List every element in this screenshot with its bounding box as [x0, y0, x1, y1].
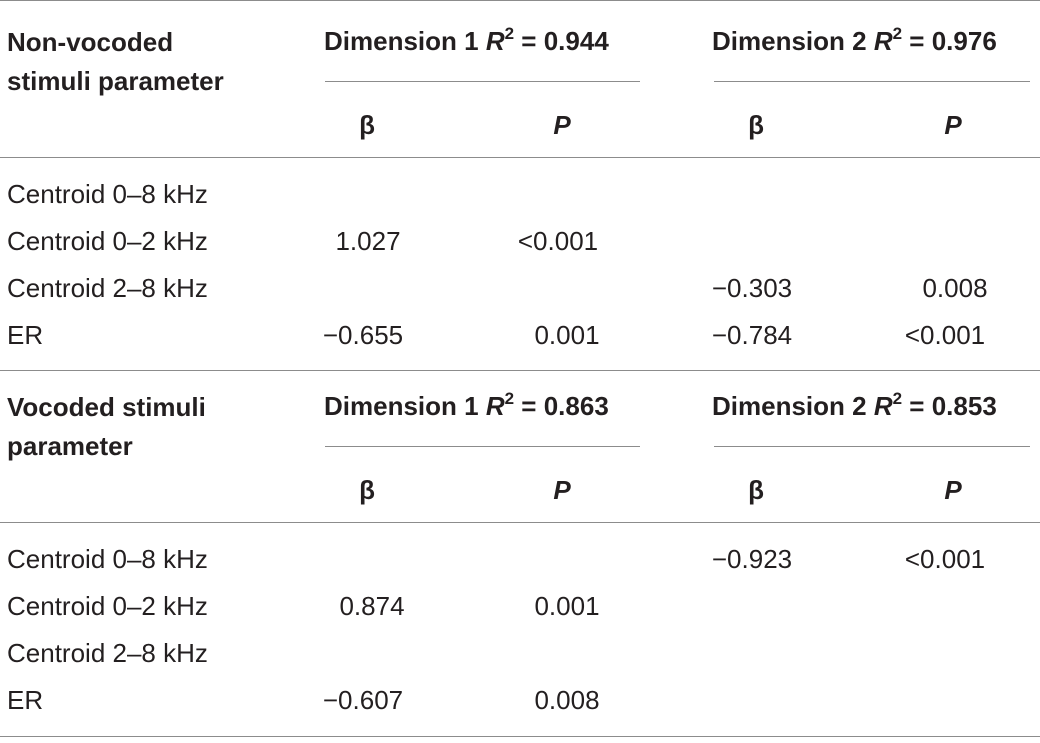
table-cell-d1-beta: −0.655	[322, 320, 404, 350]
section1-col-p-d1: P	[553, 110, 571, 140]
section-divider	[0, 370, 1040, 371]
table-row-label: Centroid 0–2 kHz	[7, 591, 208, 621]
section1-dim2-underline	[714, 81, 1030, 82]
table-row-label: Centroid 2–8 kHz	[7, 273, 208, 303]
section2-col-beta-d2: β	[748, 475, 764, 505]
section2-col-p-d1: P	[553, 475, 571, 505]
table-cell-d1-beta: −0.607	[322, 685, 404, 715]
section1-dim1-header: Dimension 1 R2 = 0.944	[324, 24, 609, 56]
section2-param-label-line2: parameter	[7, 431, 133, 461]
section1-dim1-underline	[325, 81, 640, 82]
bottom-rule	[0, 736, 1040, 737]
section2-header-rule	[0, 522, 1040, 523]
section2-param-label-line1: Vocoded stimuli	[7, 392, 206, 422]
table-cell-d2-beta: −0.784	[711, 320, 793, 350]
section1-col-beta-d2: β	[748, 110, 764, 140]
section2-dim1-underline	[325, 446, 640, 447]
table-cell-d1-p: <0.001	[517, 226, 599, 256]
section1-col-beta-d1: β	[359, 110, 375, 140]
table-cell-d1-beta: 0.874	[339, 591, 405, 621]
table-cell-d1-beta: 1.027	[335, 226, 401, 256]
table-row-label: Centroid 0–8 kHz	[7, 179, 208, 209]
table-cell-d2-p: 0.008	[922, 273, 988, 303]
table-cell-d1-p: 0.001	[534, 591, 600, 621]
table-cell-d2-p: <0.001	[904, 544, 986, 574]
table-cell-d2-p: <0.001	[904, 320, 986, 350]
table-cell-d2-beta: −0.303	[711, 273, 793, 303]
table-row-label: ER	[7, 320, 44, 350]
section1-param-label-line1: Non-vocoded	[7, 27, 174, 57]
section2-dim2-header: Dimension 2 R2 = 0.853	[712, 389, 997, 421]
top-rule	[0, 0, 1040, 1]
section1-col-p-d2: P	[944, 110, 962, 140]
section2-col-beta-d1: β	[359, 475, 375, 505]
table-cell-d1-p: 0.008	[534, 685, 600, 715]
section2-dim1-header: Dimension 1 R2 = 0.863	[324, 389, 609, 421]
table-row-label: Centroid 0–8 kHz	[7, 544, 208, 574]
table-row-label: Centroid 0–2 kHz	[7, 226, 208, 256]
section2-dim2-underline	[714, 446, 1030, 447]
section1-dim2-header: Dimension 2 R2 = 0.976	[712, 24, 997, 56]
table-row-label: ER	[7, 685, 44, 715]
section1-param-label-line2: stimuli parameter	[7, 66, 224, 96]
section2-col-p-d2: P	[944, 475, 962, 505]
table-cell-d2-beta: −0.923	[711, 544, 793, 574]
table-cell-d1-p: 0.001	[534, 320, 600, 350]
table-row-label: Centroid 2–8 kHz	[7, 638, 208, 668]
section1-header-rule	[0, 157, 1040, 158]
